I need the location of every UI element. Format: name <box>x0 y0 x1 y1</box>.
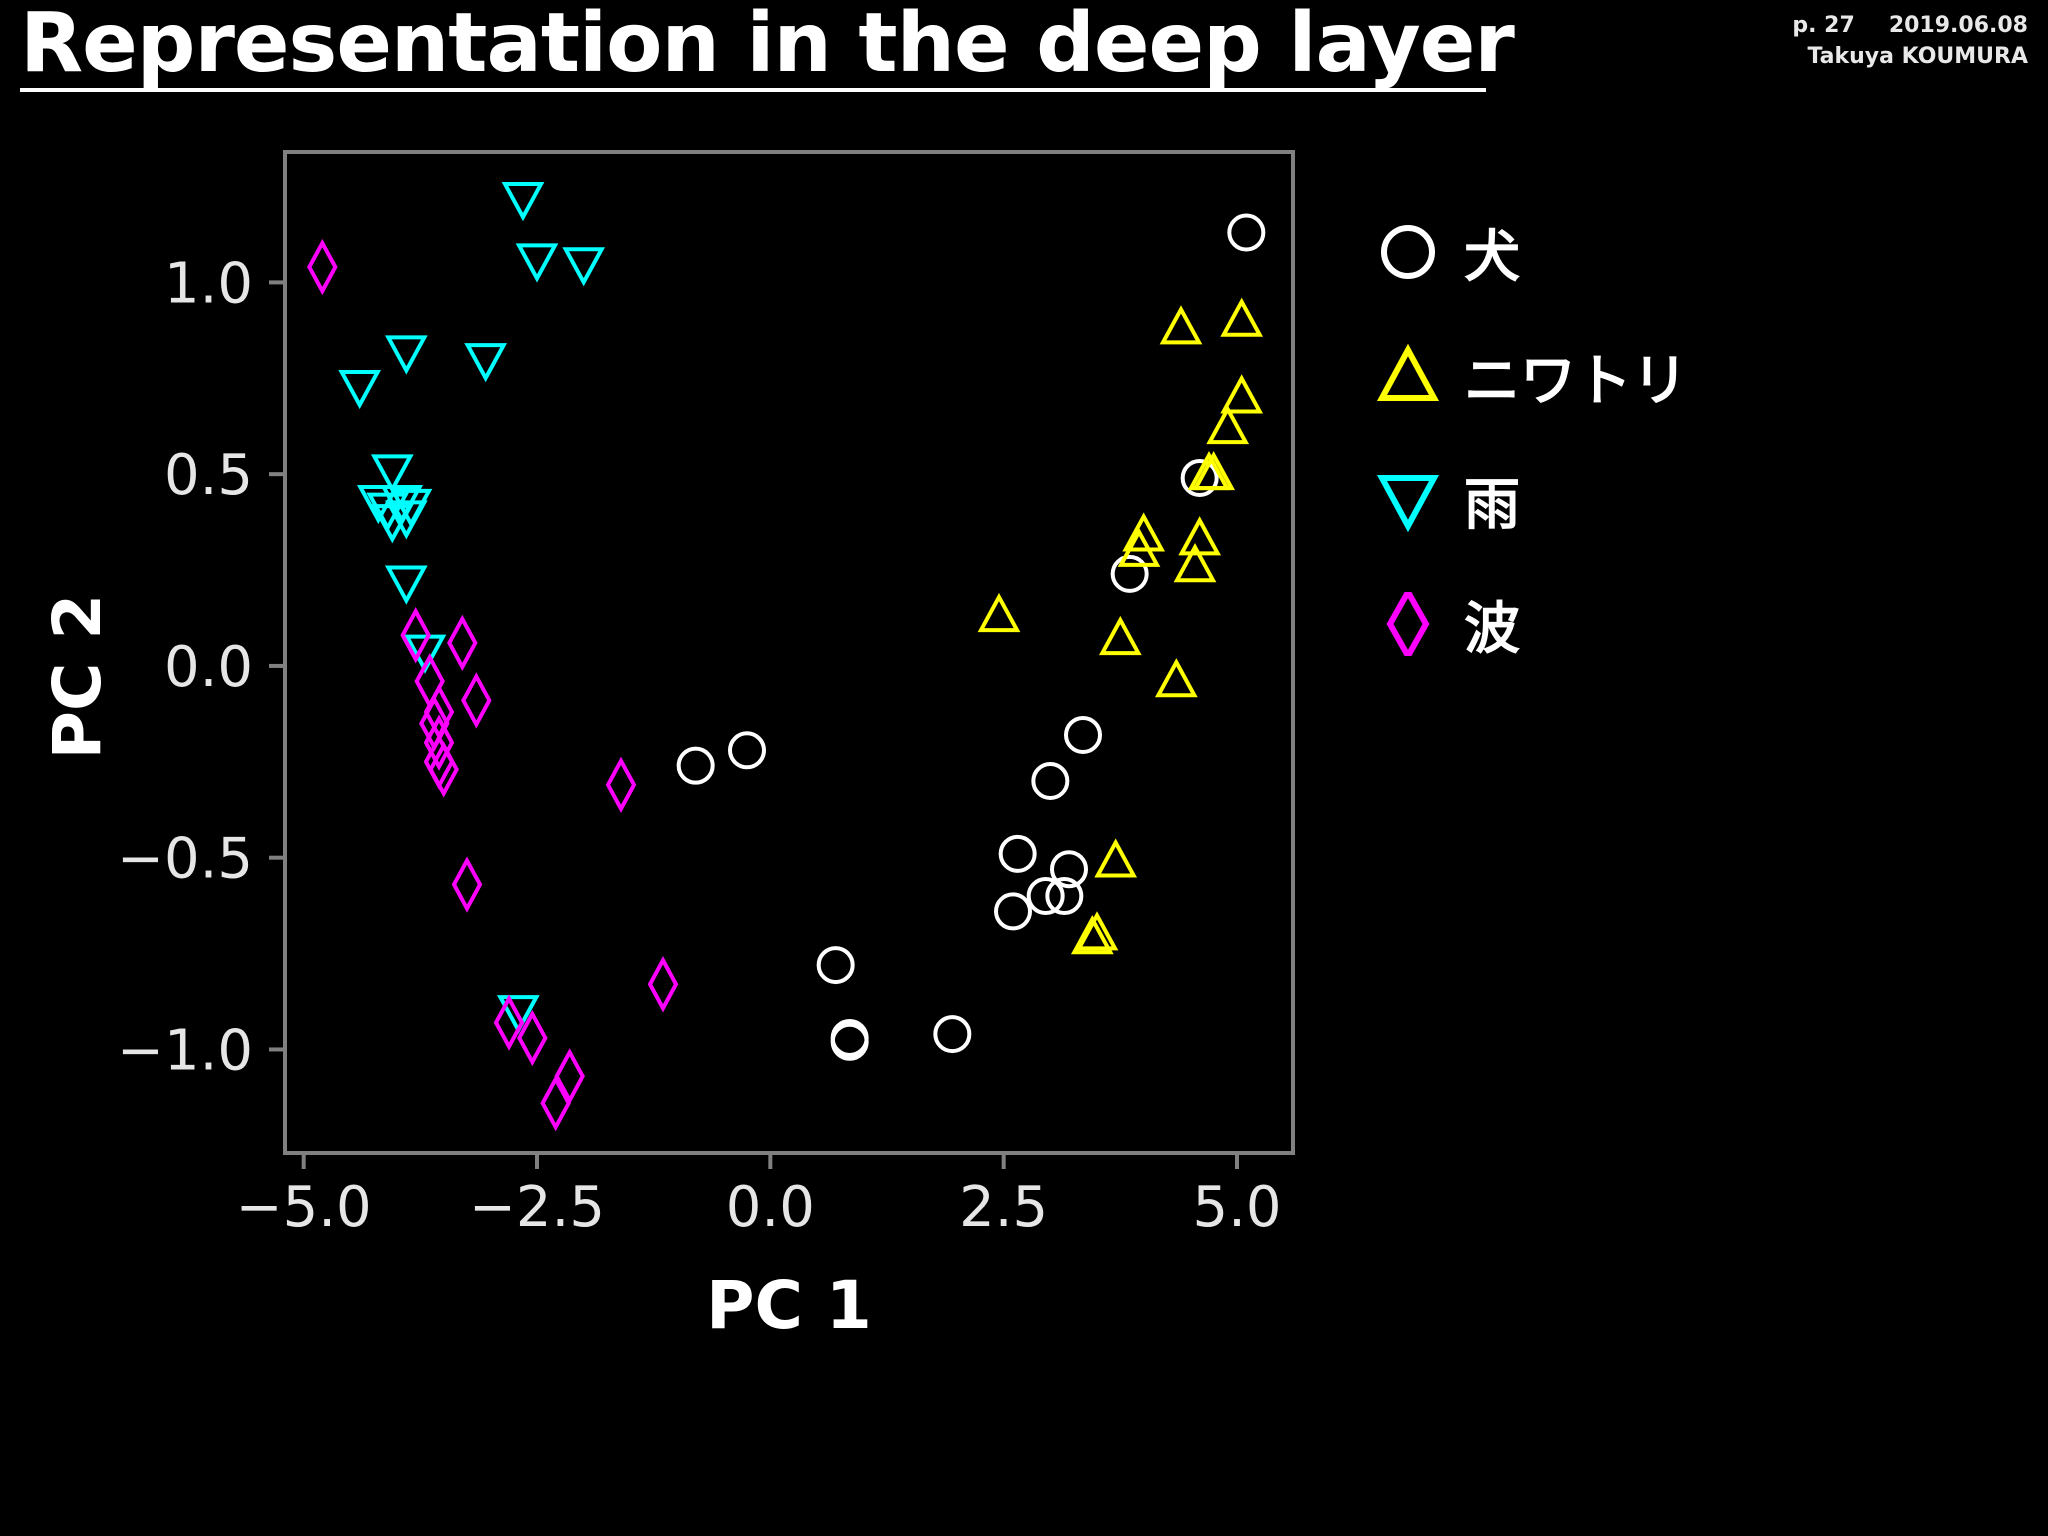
point-circle <box>998 834 1037 873</box>
legend-label: 犬 <box>1464 224 1520 290</box>
title-underline <box>20 88 1486 92</box>
point-diamond <box>423 714 455 771</box>
point-circle <box>728 731 766 770</box>
legend-circle-icon <box>1381 225 1435 279</box>
point-circle <box>1180 458 1219 497</box>
slide-title: Representation in the deep layer <box>20 0 1515 91</box>
legend-marker-triangle-up <box>1376 344 1440 401</box>
point-triangle-down <box>496 995 540 1035</box>
legend: 犬ニワトリ雨波 <box>1376 190 1688 748</box>
legend-label: 波 <box>1464 596 1520 662</box>
point-circle <box>1227 213 1266 252</box>
legend-triangle-up-icon <box>1376 344 1440 401</box>
legend-item: 犬 <box>1376 190 1688 314</box>
point-triangle-up <box>1159 305 1203 345</box>
point-triangle-down <box>562 247 606 287</box>
point-circle <box>933 1015 972 1054</box>
point-triangle-down <box>403 634 447 674</box>
x-tick-label: −5.0 <box>236 1175 372 1240</box>
point-triangle-down <box>384 335 428 375</box>
point-triangle-up <box>1117 527 1161 567</box>
point-diamond <box>554 1048 585 1105</box>
meta-line-1: p. 27 2019.06.08 <box>1792 10 2028 41</box>
y-tick-label: −1.0 <box>117 1018 253 1083</box>
legend-marker-circle <box>1381 225 1435 279</box>
y-tick-label: −0.5 <box>117 827 253 892</box>
point-diamond <box>307 238 338 296</box>
legend-triangle-down-icon <box>1376 475 1440 532</box>
x-axis-label: PC 1 <box>706 1267 872 1344</box>
point-circle <box>676 746 715 785</box>
slide-meta: p. 27 2019.06.08 Takuya KOUMURA <box>1792 10 2028 72</box>
point-triangle-up <box>1094 838 1138 878</box>
point-triangle-down <box>384 500 428 540</box>
point-triangle-up <box>977 592 1021 633</box>
point-triangle-up <box>1206 404 1250 445</box>
point-triangle-down <box>501 182 545 222</box>
point-triangle-up <box>1070 915 1114 955</box>
point-diamond <box>461 672 492 729</box>
axis-ticks: −5.0 −2.5 0.0 2.5 5.0 −1.0 −0.5 0.0 0.5 1.0 <box>117 251 1282 1240</box>
page-number: p. 27 <box>1792 13 1855 38</box>
point-triangle-up <box>1098 615 1142 656</box>
point-diamond <box>428 741 459 798</box>
point-triangle-down <box>384 565 428 605</box>
slide-date: 2019.06.08 <box>1888 13 2028 38</box>
x-tick-label: 2.5 <box>959 1175 1048 1240</box>
plot-frame <box>283 150 1295 1155</box>
point-diamond <box>423 733 455 791</box>
point-diamond <box>605 756 637 814</box>
point-diamond <box>517 1009 548 1067</box>
point-triangle-down <box>370 454 414 494</box>
point-circle <box>1031 761 1070 800</box>
legend-item: 雨 <box>1376 438 1688 562</box>
point-circle <box>1050 850 1088 889</box>
x-tick-label: 0.0 <box>726 1175 815 1240</box>
y-tick-label: 1.0 <box>164 251 253 316</box>
legend-label: ニワトリ <box>1464 348 1688 414</box>
point-triangle-down <box>464 343 508 383</box>
point-circle <box>1064 715 1102 754</box>
legend-marker-diamond <box>1386 592 1430 656</box>
point-triangle-up <box>1220 374 1264 414</box>
point-circle <box>994 892 1032 931</box>
point-triangle-up <box>1220 297 1264 337</box>
point-triangle-up <box>1122 512 1166 552</box>
y-axis-label: PC 2 <box>39 594 116 760</box>
y-tick-label: 0.5 <box>164 443 253 508</box>
y-tick-label: 0.0 <box>164 635 253 700</box>
point-diamond <box>400 607 431 664</box>
point-circle <box>816 946 855 985</box>
legend-label: 雨 <box>1464 472 1520 538</box>
point-triangle-up <box>1154 658 1198 698</box>
point-diamond <box>540 1074 571 1132</box>
point-diamond <box>493 994 525 1051</box>
point-circle <box>1045 877 1084 916</box>
point-circle <box>1110 554 1149 593</box>
point-diamond <box>447 614 478 672</box>
slide-author: Takuya KOUMURA <box>1807 44 2028 69</box>
x-tick-label: −2.5 <box>469 1175 605 1240</box>
point-circle <box>830 1022 869 1061</box>
point-triangle-up <box>1173 543 1217 583</box>
point-diamond <box>647 956 679 1013</box>
legend-marker-triangle-down <box>1376 475 1440 532</box>
data-points <box>307 182 1266 1132</box>
point-diamond <box>451 856 483 913</box>
point-triangle-up <box>1187 450 1231 491</box>
point-triangle-down <box>338 369 382 410</box>
point-triangle-up <box>1075 911 1119 951</box>
x-tick-label: 5.0 <box>1192 1175 1281 1240</box>
point-triangle-down <box>515 243 559 283</box>
legend-item: ニワトリ <box>1376 314 1688 438</box>
legend-item: 波 <box>1376 562 1688 686</box>
point-triangle-up <box>1178 516 1222 556</box>
legend-diamond-icon <box>1386 592 1430 656</box>
point-circle <box>1026 877 1065 916</box>
